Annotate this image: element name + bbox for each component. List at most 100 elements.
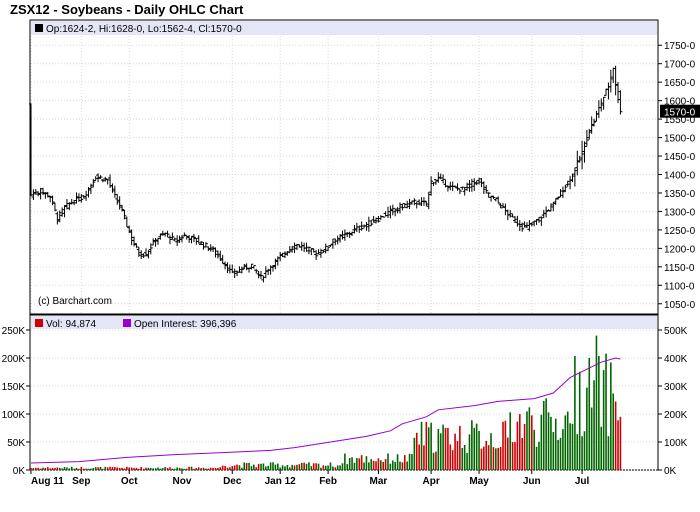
volume-bar	[473, 427, 476, 470]
volume-bar	[195, 468, 198, 470]
volume-bar	[46, 467, 49, 470]
volume-bar	[353, 462, 356, 470]
volume-bar	[286, 465, 289, 470]
volume-bar	[190, 466, 193, 470]
x-tick-label: May	[469, 476, 489, 487]
volume-bar	[382, 462, 385, 470]
volume-bar	[202, 467, 205, 470]
volume-bar	[399, 461, 401, 470]
volume-bar	[272, 462, 274, 470]
volume-bar	[267, 465, 270, 470]
volume-bar	[73, 468, 75, 470]
volume-bar	[437, 428, 440, 470]
volume-bar	[104, 466, 107, 470]
volume-bar	[339, 465, 341, 470]
volume-bar	[265, 466, 267, 470]
volume-bar	[116, 467, 119, 470]
volume-bar	[607, 436, 610, 470]
volume-bar	[159, 468, 162, 470]
volume-bar	[68, 468, 71, 470]
volume-bar	[51, 467, 54, 470]
volume-bar	[152, 468, 154, 470]
volume-bar	[389, 463, 392, 470]
volume-bar	[238, 465, 241, 470]
volume-bar	[499, 446, 502, 470]
volume-axis: 0K 50K 100K 150K 200K 250K	[2, 326, 30, 477]
volume-bar	[363, 462, 365, 470]
volume-bar	[475, 423, 478, 470]
volume-bar	[614, 401, 617, 470]
volume-bar	[502, 421, 504, 470]
volume-bar	[468, 434, 471, 470]
volume-bar	[161, 468, 164, 470]
volume-bar	[610, 362, 612, 470]
volume-bar	[121, 467, 123, 470]
volume-bar	[396, 454, 399, 470]
volume-bar	[554, 418, 557, 470]
volume-bar	[150, 468, 152, 470]
volume-bar	[44, 467, 47, 470]
volume-bar	[507, 437, 509, 470]
volume-bar	[34, 467, 37, 470]
volume-bar	[394, 461, 396, 470]
volume-bar	[466, 452, 468, 470]
volume-bar	[334, 467, 337, 470]
volume-legend-swatch	[35, 319, 43, 327]
volume-bar	[365, 456, 368, 470]
volume-bar	[372, 460, 375, 470]
volume-bar	[521, 437, 523, 470]
volume-tick-label: 200K	[2, 354, 26, 365]
volume-bar	[538, 441, 540, 470]
volume-bar	[380, 460, 382, 470]
x-tick-label: Feb	[319, 476, 337, 487]
volume-bar	[281, 465, 284, 470]
volume-bar	[226, 467, 229, 470]
volume-bar	[420, 421, 423, 470]
volume-bar	[571, 423, 574, 470]
price-legend-text: Op:1624-2, Hi:1628-0, Lo:1562-4, Cl:1570…	[46, 24, 242, 35]
volume-bar	[569, 423, 571, 470]
volume-bar	[30, 467, 32, 470]
volume-bar	[447, 427, 449, 470]
last-price-label: 1570-0	[664, 108, 696, 119]
volume-tick-label: 50K	[7, 438, 25, 449]
x-tick-label: Oct	[121, 476, 138, 487]
price-panel-frame	[29, 19, 659, 315]
volume-bar	[255, 467, 258, 470]
price-tick-label: 1100-0	[664, 281, 695, 292]
price-tick-label: 1650-0	[664, 78, 696, 89]
price-legend-bar	[31, 21, 657, 35]
volume-bar	[128, 467, 131, 470]
volume-bar	[497, 447, 500, 470]
volume-bar	[552, 432, 555, 470]
volume-bar	[408, 453, 411, 470]
volume-bar	[504, 420, 507, 470]
volume-bar	[418, 444, 420, 470]
volume-bar	[274, 464, 277, 470]
volume-bar	[269, 462, 272, 470]
oi-tick-label: 300K	[664, 382, 688, 393]
volume-bar	[214, 467, 217, 470]
volume-bar	[583, 431, 586, 470]
volume-bar	[401, 462, 404, 470]
volume-bar	[54, 467, 56, 470]
volume-bar	[602, 370, 605, 470]
x-tick-label: Aug 11	[31, 476, 64, 487]
volume-bar	[145, 467, 147, 470]
volume-bar	[478, 430, 480, 470]
volume-bar	[619, 416, 622, 470]
volume-bar	[332, 466, 334, 470]
volume-bar	[439, 433, 442, 470]
volume-bar	[288, 467, 291, 470]
volume-bar	[574, 356, 576, 470]
volume-bar	[463, 445, 466, 470]
price-gridlines	[31, 44, 657, 305]
volume-bar	[209, 467, 212, 470]
price-legend-swatch	[35, 24, 43, 32]
volume-bar	[56, 467, 59, 470]
volume-bar	[276, 463, 279, 470]
volume-bar	[444, 427, 447, 470]
volume-bar	[518, 414, 521, 470]
volume-bar	[66, 467, 68, 470]
volume-bar	[423, 445, 425, 470]
